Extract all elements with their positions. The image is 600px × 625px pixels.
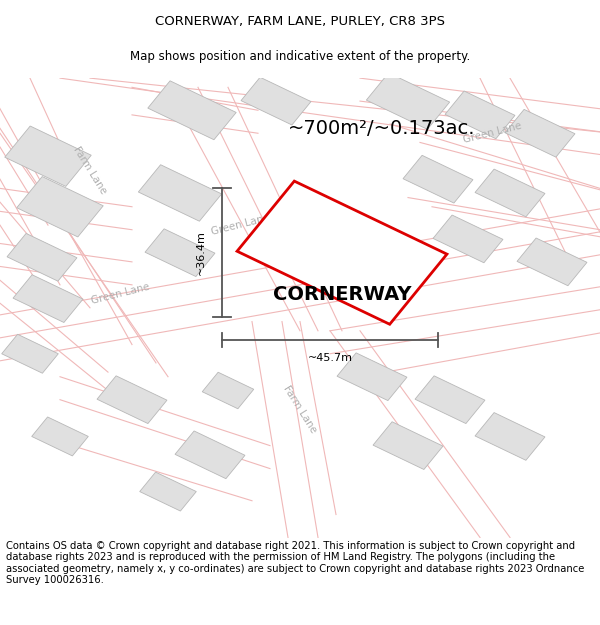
Polygon shape — [475, 169, 545, 217]
Polygon shape — [202, 372, 254, 409]
Polygon shape — [517, 238, 587, 286]
Polygon shape — [13, 275, 83, 322]
Text: Contains OS data © Crown copyright and database right 2021. This information is : Contains OS data © Crown copyright and d… — [6, 541, 584, 586]
Polygon shape — [2, 334, 58, 373]
Polygon shape — [148, 81, 236, 140]
Polygon shape — [475, 412, 545, 460]
Polygon shape — [145, 229, 215, 276]
Polygon shape — [373, 422, 443, 469]
Text: ~36.4m: ~36.4m — [196, 230, 206, 275]
Text: Farm Lane: Farm Lane — [281, 383, 319, 434]
Text: Farm Lane: Farm Lane — [71, 144, 109, 196]
Polygon shape — [17, 176, 103, 237]
Text: CORNERWAY, FARM LANE, PURLEY, CR8 3PS: CORNERWAY, FARM LANE, PURLEY, CR8 3PS — [155, 16, 445, 28]
Text: ~700m²/~0.173ac.: ~700m²/~0.173ac. — [288, 119, 476, 138]
Polygon shape — [140, 472, 196, 511]
Polygon shape — [139, 165, 221, 221]
Polygon shape — [241, 78, 311, 125]
Polygon shape — [505, 109, 575, 157]
Polygon shape — [32, 417, 88, 456]
Text: Map shows position and indicative extent of the property.: Map shows position and indicative extent… — [130, 50, 470, 62]
Polygon shape — [175, 431, 245, 479]
Text: Green Lane: Green Lane — [209, 213, 271, 238]
Polygon shape — [445, 91, 515, 139]
Polygon shape — [403, 156, 473, 203]
Polygon shape — [97, 376, 167, 424]
Text: ~45.7m: ~45.7m — [308, 353, 353, 363]
Polygon shape — [5, 126, 91, 186]
Polygon shape — [237, 181, 447, 324]
Polygon shape — [433, 215, 503, 262]
Polygon shape — [415, 376, 485, 424]
Polygon shape — [367, 73, 449, 129]
Text: CORNERWAY: CORNERWAY — [273, 284, 411, 304]
Text: Green Lane: Green Lane — [461, 121, 523, 146]
Polygon shape — [7, 233, 77, 281]
Polygon shape — [337, 353, 407, 401]
Text: Green Lane: Green Lane — [89, 282, 151, 306]
